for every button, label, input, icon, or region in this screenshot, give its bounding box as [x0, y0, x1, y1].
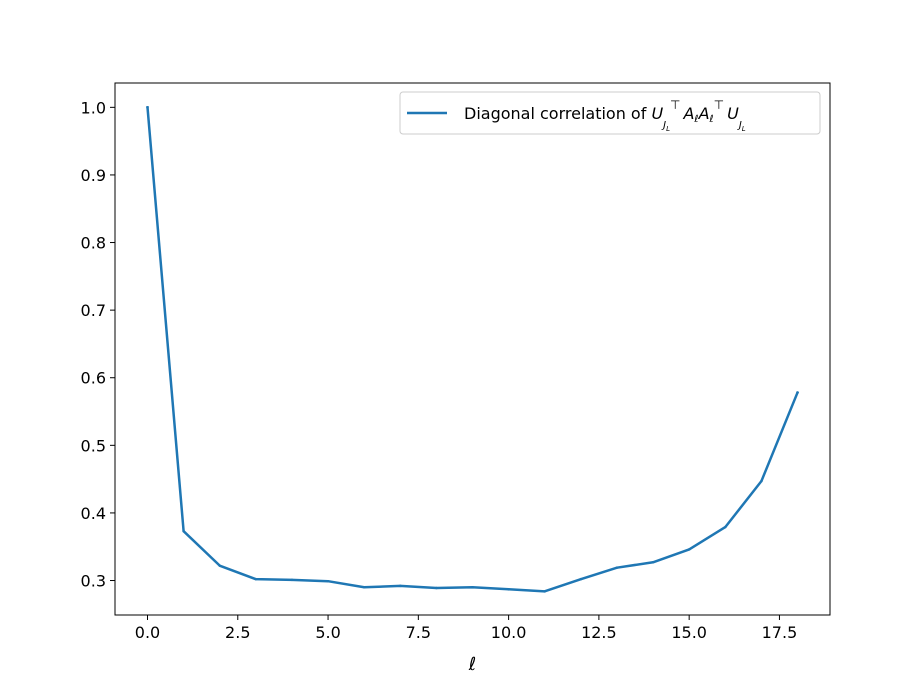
data-point — [507, 588, 510, 591]
legend-box — [399, 91, 821, 135]
axis-ticks: 0.0 2.5 5.0 7.5 10.0 12.5 15.0 17.5 0.3 0.4 0.5 0.6… — [81, 98, 798, 642]
x-tick-label: 5.0 — [315, 623, 340, 642]
y-tick-label: 0.6 — [81, 369, 106, 388]
data-point — [724, 525, 727, 529]
data-point — [471, 586, 474, 589]
x-tick-label: 12.5 — [581, 623, 617, 642]
y-tick-label: 0.3 — [81, 572, 106, 591]
data-point — [146, 106, 149, 109]
series-layer — [146, 105, 800, 593]
data-point — [290, 578, 294, 582]
x-tick-label: 15.0 — [671, 623, 707, 642]
x-axis-label: ℓ — [468, 654, 476, 675]
data-point — [326, 579, 330, 583]
y-tick-label: 0.5 — [81, 436, 106, 455]
x-tick-label: 10.0 — [491, 623, 527, 642]
data-point — [399, 584, 402, 588]
y-tick-label: 0.7 — [81, 301, 106, 320]
data-point — [543, 590, 546, 593]
x-tick-label: 7.5 — [406, 623, 431, 642]
plot-area-frame — [114, 82, 831, 616]
data-point — [796, 391, 799, 394]
y-tick-label: 1.0 — [81, 98, 106, 117]
y-tick-label: 0.4 — [81, 504, 106, 523]
data-point — [579, 577, 583, 581]
x-tick-label: 0.0 — [135, 623, 160, 642]
data-point — [615, 566, 619, 569]
data-point — [362, 586, 366, 589]
legend-entry-series-1: Diagonal correlation of UJL⊤ AℓAℓ⊤ UJL — [464, 98, 746, 133]
x-tick-label: 17.5 — [762, 623, 798, 642]
data-point — [435, 586, 438, 590]
data-point — [651, 561, 655, 564]
data-point — [254, 577, 258, 581]
data-point — [760, 479, 763, 483]
data-point — [218, 564, 221, 567]
data-point — [182, 529, 185, 533]
y-tick-label: 0.9 — [81, 166, 106, 185]
legend: Diagonal correlation of UJL⊤ AℓAℓ⊤ UJL — [399, 91, 821, 135]
data-point — [687, 548, 691, 551]
x-tick-label: 2.5 — [225, 623, 250, 642]
y-tick-label: 0.8 — [81, 234, 106, 253]
